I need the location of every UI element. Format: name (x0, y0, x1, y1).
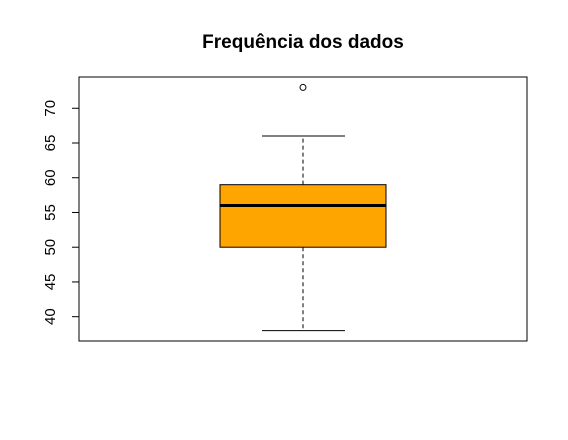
y-tick-label: 70 (42, 100, 59, 117)
interquartile-box (220, 185, 386, 248)
y-tick-label: 40 (42, 308, 59, 325)
outlier-point (300, 84, 306, 90)
chart-title: Frequência dos dados (202, 32, 404, 53)
box-plot (220, 84, 386, 330)
y-tick-label: 60 (42, 169, 59, 186)
y-axis: 40 45 50 55 60 65 70 (42, 100, 79, 325)
y-tick-label: 65 (42, 135, 59, 152)
y-tick-label: 50 (42, 239, 59, 256)
y-tick-label: 55 (42, 204, 59, 221)
y-tick-label: 45 (42, 274, 59, 291)
